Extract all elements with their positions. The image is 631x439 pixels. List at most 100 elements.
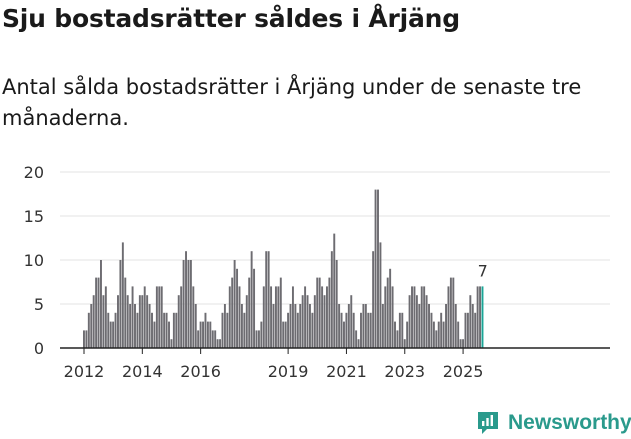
data-bar: [476, 286, 479, 348]
y-tick-label: 5: [34, 295, 44, 314]
data-bar: [83, 330, 85, 348]
data-bar: [420, 286, 423, 348]
x-tick-label: 2016: [180, 362, 221, 381]
bar-chart: 0 5 10 15 20 7 2012 2014 2016 2019 2021 2023 2025: [24, 163, 610, 381]
data-bar: [425, 295, 428, 348]
data-bar: [104, 286, 107, 348]
data-bar: [177, 295, 180, 348]
data-bar: [245, 295, 248, 348]
data-bar: [437, 321, 440, 348]
data-bar: [107, 312, 110, 348]
data-bar: [119, 260, 122, 348]
data-bar: [291, 286, 294, 348]
data-bar: [102, 295, 105, 348]
data-bar: [90, 304, 93, 348]
data-bar: [406, 321, 409, 348]
data-bar: [146, 295, 149, 348]
data-bar: [428, 304, 430, 348]
data-bar: [355, 330, 358, 348]
x-tick-label: 2014: [122, 362, 163, 381]
data-bar: [352, 312, 355, 348]
data-bar: [413, 286, 416, 348]
data-bar: [435, 330, 438, 348]
data-bar: [374, 189, 377, 348]
data-bar: [432, 321, 435, 348]
data-bar: [408, 295, 411, 348]
data-bar: [189, 260, 192, 348]
data-bar: [347, 304, 350, 348]
data-bar: [464, 312, 467, 348]
data-bar: [141, 295, 144, 348]
data-bar: [415, 295, 418, 348]
data-bar: [92, 295, 95, 348]
page-subtitle: Antal sålda bostadsrätter i Årjäng under…: [2, 75, 582, 130]
data-bar: [277, 286, 280, 348]
data-bar: [452, 277, 455, 348]
data-bar: [304, 286, 307, 348]
data-bar: [423, 286, 426, 348]
data-bar: [204, 312, 207, 348]
data-bar: [301, 295, 304, 348]
data-bar: [449, 277, 452, 348]
data-bar: [214, 330, 217, 348]
y-tick-label: 15: [24, 207, 44, 226]
data-bar: [221, 312, 224, 348]
data-bar: [238, 286, 241, 348]
data-bar: [360, 312, 362, 348]
data-bar: [294, 304, 297, 348]
data-bar: [447, 286, 450, 348]
y-tick-label: 10: [24, 251, 44, 270]
data-bar: [411, 286, 413, 348]
data-bar: [180, 286, 183, 348]
data-bar: [357, 339, 360, 348]
data-bar: [367, 312, 370, 348]
data-bar: [306, 295, 309, 348]
x-tick-label: 2012: [64, 362, 105, 381]
data-bar: [129, 304, 132, 348]
data-bar: [381, 304, 384, 348]
data-bar: [250, 251, 253, 348]
data-bar: [279, 277, 282, 348]
data-bar: [109, 321, 112, 348]
data-bar: [248, 277, 251, 348]
data-bar: [313, 295, 316, 348]
data-bar: [469, 295, 472, 348]
data-bar: [97, 277, 100, 348]
data-bar: [151, 312, 153, 348]
data-bar: [471, 304, 474, 348]
data-bar: [202, 321, 204, 348]
data-bar: [163, 312, 166, 348]
data-bar: [223, 304, 226, 348]
data-bar: [389, 268, 392, 348]
highlight-value-label: 7: [478, 261, 488, 280]
data-bar: [85, 330, 88, 348]
data-bar: [474, 312, 477, 348]
data-bar: [138, 295, 141, 348]
x-tick-label: 2025: [443, 362, 484, 381]
data-bar: [172, 312, 175, 348]
data-bar: [121, 242, 124, 348]
data-bar: [372, 251, 375, 348]
data-bar: [318, 277, 321, 348]
data-bar: [206, 321, 209, 348]
data-bar: [153, 321, 156, 348]
data-bar: [386, 277, 389, 348]
data-bar: [345, 312, 348, 348]
data-bar: [143, 286, 146, 348]
data-bar: [296, 312, 299, 348]
data-bar: [253, 268, 256, 348]
data-bar: [364, 304, 367, 348]
data-bar: [114, 312, 117, 348]
data-bar: [311, 312, 314, 348]
data-bar: [168, 321, 170, 348]
brand-logo[interactable]: Newsworthy: [476, 408, 631, 438]
data-bar: [160, 286, 163, 348]
data-bar: [175, 312, 178, 348]
data-bar: [158, 286, 161, 348]
data-bar: [87, 312, 90, 348]
data-bar: [384, 286, 387, 348]
data-bar: [260, 321, 263, 348]
data-bar: [134, 304, 136, 348]
data-bar: [112, 321, 115, 348]
data-bar: [170, 339, 173, 348]
